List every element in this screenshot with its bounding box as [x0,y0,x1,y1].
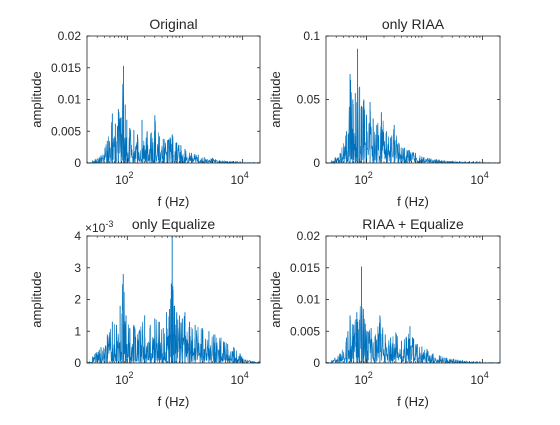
x-axis-label: f (Hz) [397,194,429,209]
x-tick-label: 104 [230,370,248,387]
y-tick-label: 0 [313,356,320,370]
y-tick-label: 3 [74,261,81,275]
subplot-4: 0 0.005 0.01 0.015 0.02 102 104 RIAA + Equalize… [268,216,501,409]
y-tick-label: 0.02 [297,229,321,243]
subplot-title: RIAA + Equalize [362,216,464,232]
y-tick-label: 0.02 [58,29,82,43]
y-multiplier: ×10-3 [85,219,113,235]
subplot-title: only Equalize [132,216,215,232]
x-axis-label: f (Hz) [158,394,190,409]
x-axis-label: f (Hz) [397,394,429,409]
subplot-1: 0 0.005 0.01 0.015 0.02 102 104 Original f (Hz) a… [29,16,261,209]
x-axis-label: f (Hz) [158,194,190,209]
y-axis-label: amplitude [29,71,44,127]
y-axis-label: amplitude [29,271,44,327]
spectrum-line [86,279,261,365]
subplot-3: 0 1 2 3 4 102 104 only Equalize f (Hz) amplitude ×… [29,216,261,409]
y-tick-label: 0 [74,156,81,170]
y-tick-label: 1 [74,324,81,338]
y-tick-label: 4 [74,229,81,243]
x-tick-label: 102 [354,370,372,387]
subplot-title: Original [149,16,197,32]
y-tick-label: 0.01 [297,293,321,307]
subplot-2: 0 0.05 0.1 102 104 only RIAA f (Hz) amplitude [268,16,501,209]
y-tick-label: 0.1 [303,29,320,43]
y-tick-label: 0 [313,156,320,170]
x-tick-label: 104 [470,370,488,387]
y-tick-label: 0.01 [58,93,82,107]
y-tick-label: 0.005 [290,324,320,338]
x-tick-label: 104 [470,170,488,187]
y-tick-label: 0.015 [51,61,81,75]
y-axis-label: amplitude [268,71,283,127]
y-tick-label: 0.015 [290,261,320,275]
y-axis-label: amplitude [268,271,283,327]
y-tick-label: 0 [74,356,81,370]
subplot-title: only RIAA [382,16,445,32]
x-tick-label: 102 [354,170,372,187]
y-tick-label: 0.005 [51,124,81,138]
y-tick-label: 0.05 [297,93,321,107]
x-tick-label: 102 [115,370,133,387]
spectrum-line [86,83,261,165]
x-tick-label: 102 [115,170,133,187]
x-tick-label: 104 [230,170,248,187]
y-tick-label: 2 [74,293,81,307]
